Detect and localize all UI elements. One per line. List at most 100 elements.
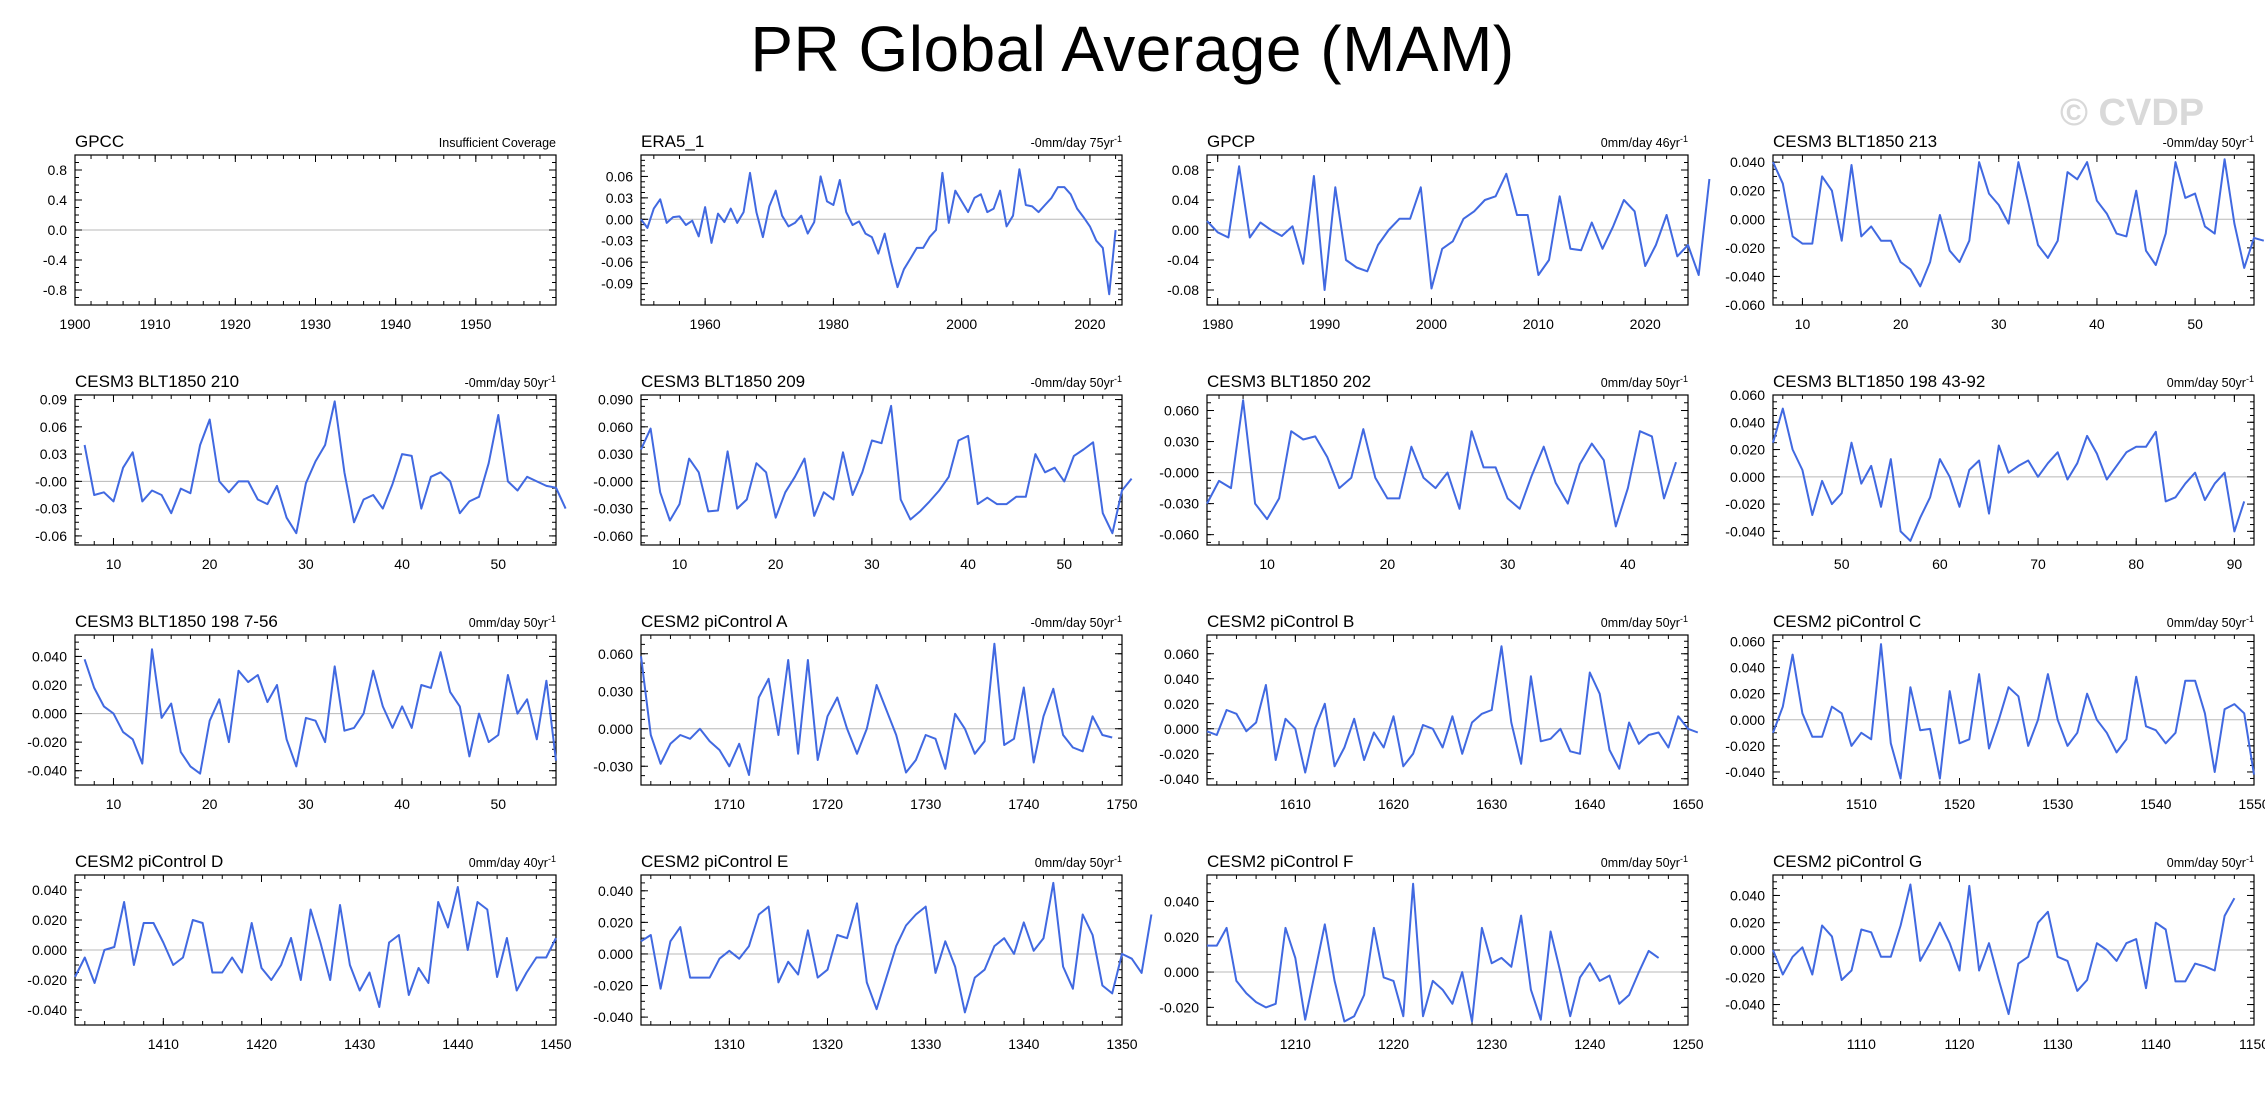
chart-title: CESM2 piControl C	[1773, 612, 1921, 631]
x-tick-label: 1440	[442, 1036, 473, 1052]
y-tick-label: -0.040	[593, 1009, 633, 1025]
y-tick-label: 0.09	[40, 392, 67, 408]
x-tick-label: 1530	[2042, 796, 2073, 812]
series-line	[640, 404, 1133, 535]
y-tick-label: -0.060	[1159, 527, 1199, 543]
y-tick-label: 0.020	[1164, 696, 1199, 712]
x-tick-label: 1240	[1574, 1036, 1605, 1052]
x-tick-label: 20	[202, 556, 218, 572]
chart-panel-blt1850-198-7-56: CESM3 BLT1850 198 7-56 0mm/day 50yr-1 0.04…	[0, 585, 566, 825]
chart-note: -0mm/day 50yr-1	[1031, 614, 1122, 630]
y-tick-label: 0.020	[598, 914, 633, 930]
x-tick-label: 10	[106, 556, 122, 572]
chart-title: GPCP	[1207, 132, 1255, 151]
x-tick-label: 40	[960, 556, 976, 572]
x-tick-label: 2020	[1630, 316, 1661, 332]
x-tick-label: 2000	[946, 316, 977, 332]
chart-title: CESM3 BLT1850 198 43-92	[1773, 372, 1985, 391]
x-tick-label: 1900	[59, 316, 90, 332]
y-tick-label: -0.020	[27, 972, 67, 988]
series-line	[1206, 165, 1711, 291]
y-tick-label: -0.040	[1725, 997, 1765, 1013]
chart-note: 0mm/day 50yr-1	[1601, 374, 1688, 390]
x-tick-label: 1630	[1476, 796, 1507, 812]
y-tick-label: 0.040	[1730, 660, 1765, 676]
y-tick-label: 0.000	[598, 721, 633, 737]
y-tick-label: 0.000	[598, 946, 633, 962]
y-tick-label: -0.040	[27, 763, 67, 779]
x-tick-label: 2020	[1074, 316, 1105, 332]
y-tick-label: -0.040	[1159, 771, 1199, 787]
y-tick-label: -0.4	[43, 252, 67, 268]
y-tick-label: 0.030	[598, 683, 633, 699]
x-tick-label: 20	[202, 796, 218, 812]
chart-note: 0mm/day 50yr-1	[2167, 374, 2254, 390]
y-tick-label: 0.040	[1164, 671, 1199, 687]
chart-note: Insufficient Coverage	[439, 136, 556, 150]
x-tick-label: 1110	[1847, 1036, 1876, 1052]
y-tick-label: -0.040	[1725, 764, 1765, 780]
chart-svg: CESM2 piControl E 0mm/day 50yr-1 0.040 0.02…	[593, 852, 1153, 1052]
plot-frame	[640, 394, 1123, 546]
chart-note: 0mm/day 50yr-1	[469, 614, 556, 630]
x-tick-label: 1620	[1378, 796, 1409, 812]
y-tick-label: -0.020	[1725, 969, 1765, 985]
chart-note: 0mm/day 50yr-1	[2167, 854, 2254, 870]
y-tick-label: 0.040	[32, 648, 67, 664]
y-tick-label: 0.030	[598, 446, 633, 462]
y-tick-label: 0.000	[1730, 942, 1765, 958]
y-tick-label: 0.040	[1730, 154, 1765, 170]
x-tick-label: 40	[394, 796, 410, 812]
x-tick-label: 1950	[460, 316, 491, 332]
chart-panel-gpcp: GPCP 0mm/day 46yr-1 0.08 0.04 0.00 -0.04 -0.08…	[1132, 105, 1711, 345]
y-tick-label: -0.020	[27, 734, 67, 750]
chart-title: CESM2 piControl A	[641, 612, 788, 631]
y-tick-label: 0.060	[1730, 634, 1765, 650]
x-tick-label: 1310	[714, 1036, 745, 1052]
page-title: PR Global Average (MAM)	[750, 13, 1515, 85]
y-tick-label: 0.000	[1164, 721, 1199, 737]
x-tick-label: 1730	[910, 796, 941, 812]
x-tick-label: 10	[106, 796, 122, 812]
y-tick-label: -0.020	[593, 978, 633, 994]
x-tick-label: 1750	[1106, 796, 1137, 812]
chart-panel-blt1850-209: CESM3 BLT1850 209 -0mm/day 50yr-1 0.090 0.0…	[566, 345, 1133, 585]
x-tick-label: 10	[1259, 556, 1275, 572]
x-tick-label: 2010	[1523, 316, 1554, 332]
y-tick-label: 0.08	[1172, 162, 1199, 178]
y-tick-label: 0.8	[48, 162, 68, 178]
y-tick-label: 0.060	[598, 419, 633, 435]
plot-frame	[74, 634, 557, 786]
chart-panel-picontrol-f: CESM2 piControl F 0mm/day 50yr-1 0.040 0.02…	[1132, 825, 1703, 1065]
y-tick-label: -0.8	[43, 282, 67, 298]
chart-note: -0mm/day 75yr-1	[1031, 134, 1122, 150]
x-tick-label: 1130	[2043, 1036, 2073, 1052]
chart-note: 0mm/day 40yr-1	[469, 854, 556, 870]
chart-svg: CESM2 piControl B 0mm/day 50yr-1 0.060 0.04…	[1159, 612, 1703, 812]
plot-frame	[640, 874, 1123, 1026]
y-tick-label: -0.00	[35, 473, 67, 489]
x-tick-label: 2000	[1416, 316, 1447, 332]
x-tick-label: 1220	[1378, 1036, 1409, 1052]
x-tick-label: 1140	[2141, 1036, 2171, 1052]
x-tick-label: 50	[1834, 556, 1850, 572]
x-tick-label: 1720	[812, 796, 843, 812]
x-tick-label: 40	[1620, 556, 1636, 572]
chart-title: ERA5_1	[641, 132, 704, 151]
x-tick-label: 1980	[1202, 316, 1233, 332]
chart-panel-blt1850-210: CESM3 BLT1850 210 -0mm/day 50yr-1 0.09 0.06…	[0, 345, 567, 585]
y-tick-label: 0.020	[1730, 686, 1765, 702]
x-tick-label: 90	[2227, 556, 2243, 572]
y-tick-label: 0.020	[1164, 929, 1199, 945]
y-tick-label: -0.060	[593, 528, 633, 544]
series-line	[640, 168, 1117, 296]
y-tick-label: 0.000	[1730, 469, 1765, 485]
x-tick-label: 10	[672, 556, 688, 572]
chart-svg: ERA5_1 -0mm/day 75yr-1 0.06 0.03 0.00 -0.03 -0…	[601, 132, 1123, 332]
y-tick-label: 0.00	[1172, 222, 1199, 238]
series-line	[1206, 645, 1699, 774]
x-tick-label: 1510	[1846, 796, 1877, 812]
y-tick-label: -0.020	[1159, 999, 1199, 1015]
x-tick-label: 1320	[812, 1036, 843, 1052]
